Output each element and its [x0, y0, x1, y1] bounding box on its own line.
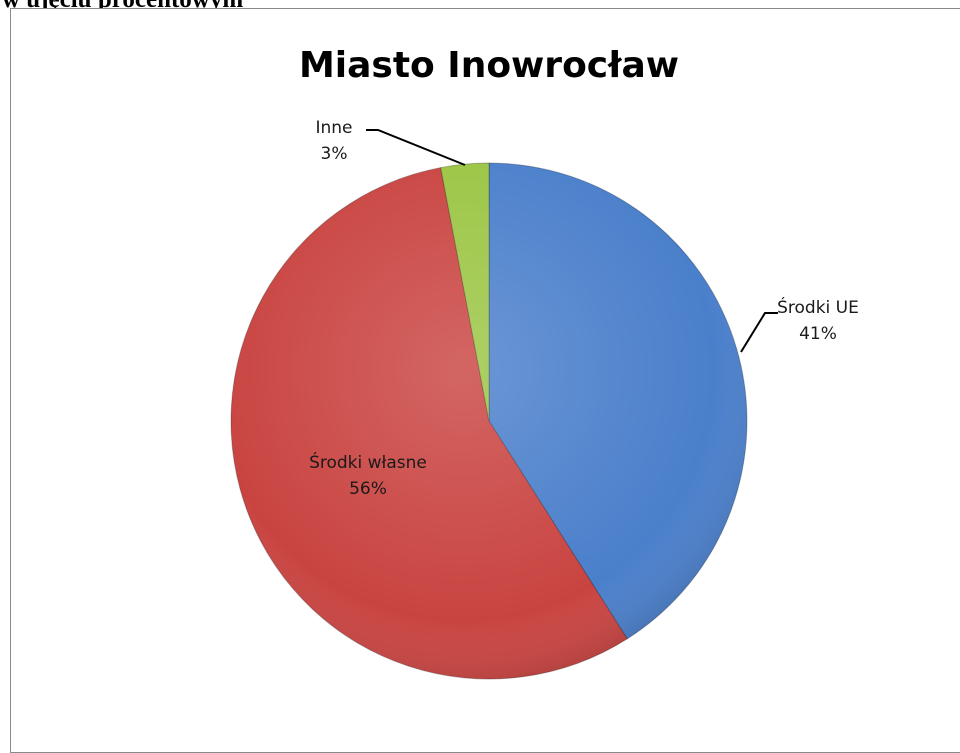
leader-lines — [366, 129, 778, 353]
leader-line-2 — [366, 129, 466, 166]
slice-label-pct-0: 41% — [799, 324, 837, 344]
slice-label-pct-2: 3% — [321, 144, 348, 164]
chart-title: Miasto Inowrocław — [299, 45, 679, 86]
slice-label-name-2: Inne — [315, 118, 352, 138]
slice-label-pct-1: 56% — [349, 479, 387, 499]
slice-labels: Środki UE 41% Środki własne 56% Inne 3% — [309, 118, 859, 499]
slice-label-name-0: Środki UE — [777, 296, 859, 318]
slice-label-name-1: Środki własne — [309, 451, 427, 473]
pie-slices — [230, 162, 748, 680]
leader-line-0 — [740, 312, 778, 353]
